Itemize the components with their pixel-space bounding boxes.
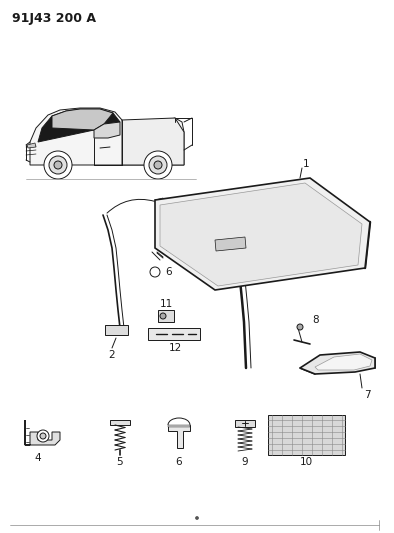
Polygon shape <box>105 325 128 335</box>
Text: 11: 11 <box>160 299 173 309</box>
Circle shape <box>150 267 160 277</box>
Polygon shape <box>52 109 113 130</box>
Text: 9: 9 <box>164 243 171 253</box>
Polygon shape <box>168 425 190 448</box>
Polygon shape <box>215 237 246 251</box>
Circle shape <box>297 324 303 330</box>
Circle shape <box>195 516 199 520</box>
Polygon shape <box>30 108 184 165</box>
Text: 91J43 200 A: 91J43 200 A <box>12 12 96 25</box>
Circle shape <box>149 156 167 174</box>
Text: 3: 3 <box>225 268 232 278</box>
Text: 7: 7 <box>364 390 371 400</box>
Polygon shape <box>27 143 36 148</box>
Polygon shape <box>155 178 370 290</box>
Circle shape <box>49 156 67 174</box>
Text: 6: 6 <box>176 457 182 467</box>
Circle shape <box>144 151 172 179</box>
Polygon shape <box>38 109 120 142</box>
Circle shape <box>40 433 46 439</box>
Text: 8: 8 <box>312 315 319 325</box>
Polygon shape <box>268 415 345 455</box>
Polygon shape <box>25 420 60 445</box>
Circle shape <box>160 313 166 319</box>
Circle shape <box>54 161 62 169</box>
Text: 9: 9 <box>242 457 248 467</box>
Polygon shape <box>155 198 164 212</box>
Text: 4: 4 <box>35 453 41 463</box>
Polygon shape <box>148 328 200 340</box>
Polygon shape <box>168 425 190 427</box>
Polygon shape <box>235 420 255 427</box>
Text: 10: 10 <box>299 457 312 467</box>
Polygon shape <box>300 352 375 374</box>
Polygon shape <box>110 420 130 425</box>
Polygon shape <box>94 122 120 138</box>
Circle shape <box>154 161 162 169</box>
Circle shape <box>44 151 72 179</box>
Text: 2: 2 <box>109 350 115 360</box>
Text: 1: 1 <box>303 159 309 169</box>
Polygon shape <box>315 354 372 370</box>
Text: 6: 6 <box>165 267 172 277</box>
Polygon shape <box>160 183 362 286</box>
Circle shape <box>37 430 49 442</box>
Text: 12: 12 <box>168 343 182 353</box>
Text: 5: 5 <box>117 457 123 467</box>
Polygon shape <box>122 118 184 165</box>
Polygon shape <box>158 310 174 322</box>
